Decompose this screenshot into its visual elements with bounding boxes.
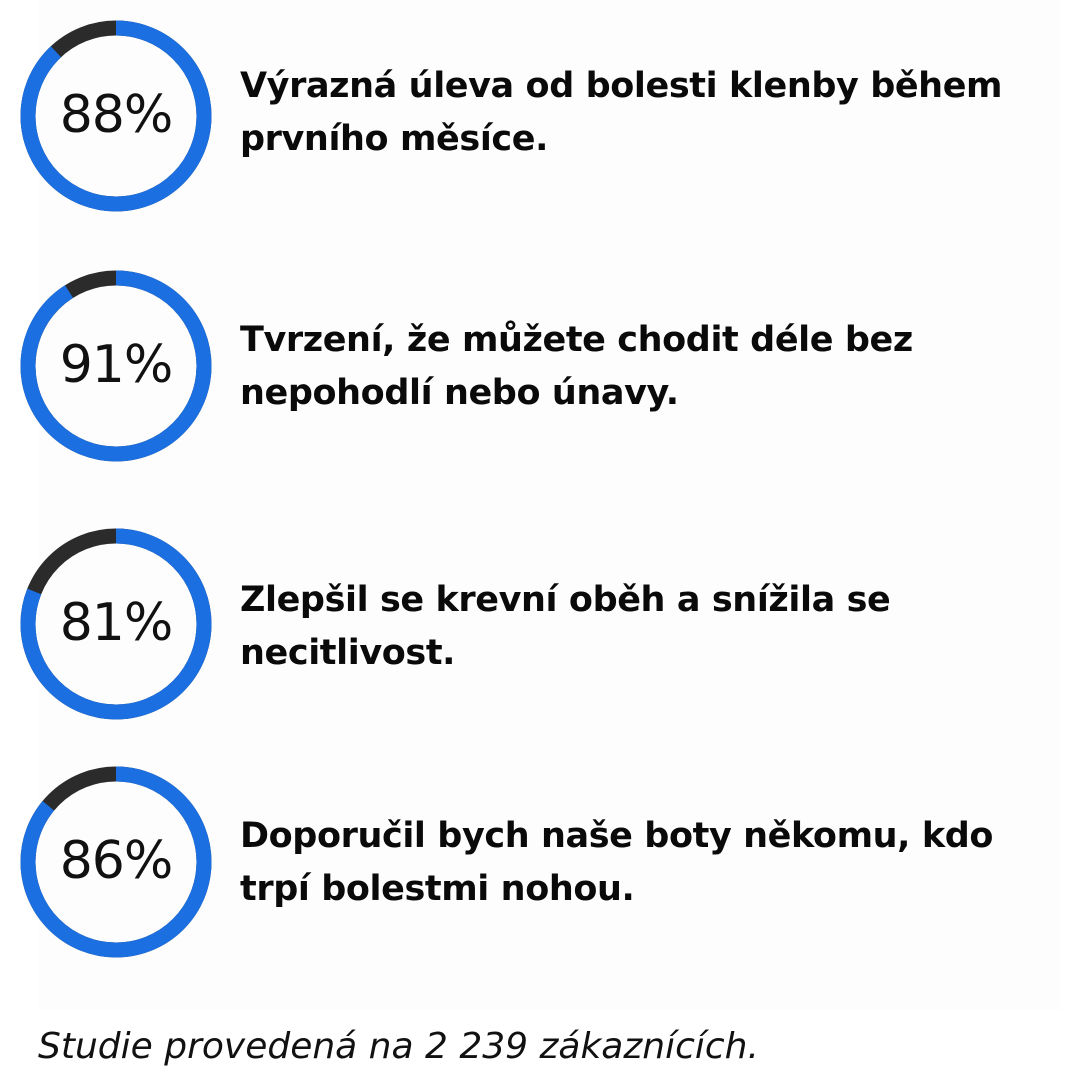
percentage-ring: 86% [18,764,214,960]
stat-description: Zlepšil se krevní oběh a snížila se neci… [240,580,891,673]
percentage-label: 81% [60,593,173,653]
percentage-label: 86% [60,831,173,891]
ring-progress-arc [20,528,212,720]
study-footnote: Studie provedená na 2 239 zákaznících. [38,1026,759,1067]
percentage-ring: 81% [18,526,214,722]
ring-progress-arc [20,20,212,212]
stat-description: Doporučil bych naše boty někomu, kdo trp… [240,816,994,909]
ring-progress-arc [20,270,212,462]
ring-progress-arc [20,766,212,958]
percentage-ring: 91% [18,268,214,464]
percentage-label: 91% [60,335,173,395]
percentage-label: 88% [60,85,173,145]
stat-description: Výrazná úleva od bolesti klenby během pr… [240,66,1003,159]
stat-description: Tvrzení, že můžete chodit déle bez nepoh… [240,320,913,413]
percentage-ring: 88% [18,18,214,214]
